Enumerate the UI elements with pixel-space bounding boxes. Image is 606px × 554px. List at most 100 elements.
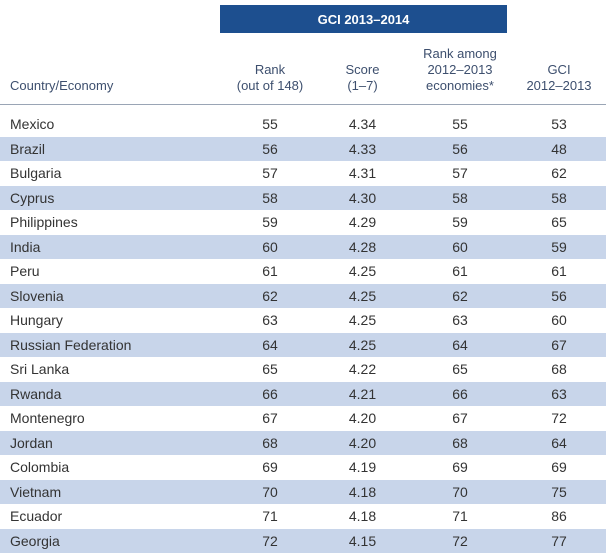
value-cell: 55 bbox=[262, 116, 278, 132]
column-header: GCI 2012–2013 bbox=[512, 62, 606, 94]
country-cell: Russian Federation bbox=[10, 336, 132, 353]
country-cell: Rwanda bbox=[10, 385, 62, 402]
value-cell: 4.22 bbox=[348, 361, 377, 377]
value-cell: 4.34 bbox=[348, 116, 377, 132]
value-cell: 4.25 bbox=[348, 312, 377, 328]
value-cell: 4.31 bbox=[348, 165, 377, 181]
table-row: Slovenia 62 4.25 62 56 bbox=[0, 283, 606, 308]
table-row: Georgia 72 4.15 72 77 bbox=[0, 528, 606, 553]
country-cell: Bulgaria bbox=[10, 165, 62, 181]
value-cell: 66 bbox=[262, 385, 278, 402]
country-cell: Philippines bbox=[10, 214, 78, 230]
value-cell: 4.20 bbox=[348, 410, 377, 426]
table-row: Sri Lanka 65 4.22 65 68 bbox=[0, 357, 606, 382]
value-cell: 57 bbox=[452, 165, 468, 181]
value-cell: 70 bbox=[452, 483, 468, 500]
value-cell: 62 bbox=[551, 165, 567, 181]
value-cell: 4.33 bbox=[348, 140, 377, 157]
table-row: Ecuador 71 4.18 71 86 bbox=[0, 504, 606, 529]
table-row: Montenegro 67 4.20 67 72 bbox=[0, 406, 606, 431]
table-row: Russian Federation 64 4.25 64 67 bbox=[0, 332, 606, 357]
value-cell: 62 bbox=[452, 287, 468, 304]
value-cell: 65 bbox=[452, 361, 468, 377]
value-cell: 60 bbox=[452, 238, 468, 255]
table-row: Bulgaria 57 4.31 57 62 bbox=[0, 161, 606, 186]
value-cell: 86 bbox=[551, 508, 567, 524]
column-header: Score (1–7) bbox=[320, 62, 405, 94]
value-cell: 63 bbox=[262, 312, 278, 328]
country-cell: Slovenia bbox=[10, 287, 64, 304]
value-cell: 64 bbox=[262, 336, 278, 353]
value-cell: 59 bbox=[551, 238, 567, 255]
table-row: Jordan 68 4.20 68 64 bbox=[0, 430, 606, 455]
value-cell: 69 bbox=[551, 459, 567, 475]
value-cell: 4.18 bbox=[348, 483, 377, 500]
value-cell: 61 bbox=[551, 263, 567, 279]
table-row: Rwanda 66 4.21 66 63 bbox=[0, 381, 606, 406]
value-cell: 65 bbox=[262, 361, 278, 377]
header-line: Rank among bbox=[423, 46, 497, 61]
country-cell: India bbox=[10, 238, 41, 255]
value-cell: 62 bbox=[262, 287, 278, 304]
country-cell: Hungary bbox=[10, 312, 63, 328]
value-cell: 56 bbox=[452, 140, 468, 157]
country-cell: Peru bbox=[10, 263, 40, 279]
value-cell: 69 bbox=[452, 459, 468, 475]
value-cell: 64 bbox=[551, 434, 567, 451]
table-row: Brazil 56 4.33 56 48 bbox=[0, 136, 606, 161]
group-header: GCI 2013–2014 bbox=[220, 5, 507, 33]
value-cell: 4.25 bbox=[348, 263, 377, 279]
value-cell: 68 bbox=[551, 361, 567, 377]
value-cell: 72 bbox=[452, 532, 468, 549]
value-cell: 55 bbox=[452, 116, 468, 132]
value-cell: 70 bbox=[262, 483, 278, 500]
country-cell: Montenegro bbox=[10, 410, 85, 426]
value-cell: 63 bbox=[551, 385, 567, 402]
value-cell: 4.28 bbox=[348, 238, 377, 255]
header-rule bbox=[0, 104, 606, 105]
value-cell: 63 bbox=[452, 312, 468, 328]
country-cell: Ecuador bbox=[10, 508, 63, 524]
value-cell: 77 bbox=[551, 532, 567, 549]
value-cell: 71 bbox=[262, 508, 278, 524]
value-cell: 68 bbox=[452, 434, 468, 451]
value-cell: 56 bbox=[262, 140, 278, 157]
column-header: Rank (out of 148) bbox=[225, 62, 315, 94]
value-cell: 59 bbox=[452, 214, 468, 230]
value-cell: 4.29 bbox=[348, 214, 377, 230]
value-cell: 58 bbox=[452, 189, 468, 206]
table-row: Peru 61 4.25 61 61 bbox=[0, 259, 606, 284]
value-cell: 59 bbox=[262, 214, 278, 230]
header-line: (1–7) bbox=[347, 78, 378, 93]
value-cell: 61 bbox=[262, 263, 278, 279]
header-line: Score bbox=[345, 62, 380, 77]
value-cell: 67 bbox=[551, 336, 567, 353]
value-cell: 4.20 bbox=[348, 434, 377, 451]
table-row: Hungary 63 4.25 63 60 bbox=[0, 308, 606, 333]
country-cell: Brazil bbox=[10, 140, 46, 157]
value-cell: 56 bbox=[551, 287, 567, 304]
country-cell: Vietnam bbox=[10, 483, 62, 500]
value-cell: 67 bbox=[452, 410, 468, 426]
value-cell: 4.21 bbox=[348, 385, 377, 402]
value-cell: 57 bbox=[262, 165, 278, 181]
country-cell: Cyprus bbox=[10, 189, 55, 206]
value-cell: 68 bbox=[262, 434, 278, 451]
value-cell: 66 bbox=[452, 385, 468, 402]
country-cell: Sri Lanka bbox=[10, 361, 70, 377]
table-row: Philippines 59 4.29 59 65 bbox=[0, 210, 606, 235]
header-line: economies* bbox=[426, 78, 494, 93]
country-cell: Mexico bbox=[10, 116, 55, 132]
value-cell: 58 bbox=[262, 189, 278, 206]
country-cell: Georgia bbox=[10, 532, 60, 549]
header-line: 2012–2013 bbox=[427, 62, 493, 77]
value-cell: 4.30 bbox=[348, 189, 377, 206]
value-cell: 4.18 bbox=[348, 508, 377, 524]
value-cell: 65 bbox=[551, 214, 567, 230]
value-cell: 60 bbox=[262, 238, 278, 255]
country-cell: Colombia bbox=[10, 459, 70, 475]
header-line: Country/Economy bbox=[10, 78, 114, 93]
value-cell: 4.25 bbox=[348, 336, 377, 353]
value-cell: 4.15 bbox=[348, 532, 377, 549]
column-header: Country/Economy bbox=[10, 78, 210, 94]
